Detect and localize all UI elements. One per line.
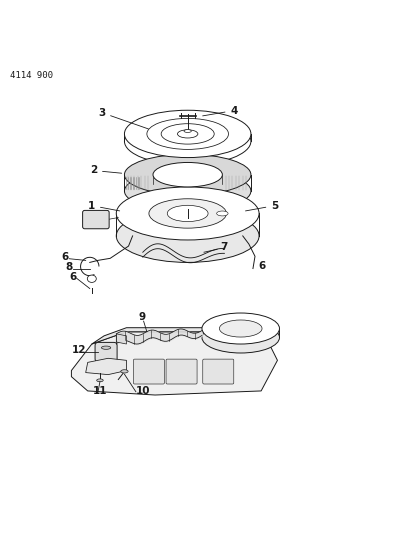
Text: 6: 6 xyxy=(69,272,77,282)
FancyBboxPatch shape xyxy=(166,359,197,384)
Text: 5: 5 xyxy=(246,200,279,211)
Text: 9: 9 xyxy=(139,312,146,322)
Text: 4114 900: 4114 900 xyxy=(10,71,53,80)
Text: 6: 6 xyxy=(258,261,266,271)
Ellipse shape xyxy=(116,187,259,240)
Ellipse shape xyxy=(202,313,279,344)
Ellipse shape xyxy=(121,370,128,373)
Polygon shape xyxy=(86,358,126,375)
Polygon shape xyxy=(71,332,277,395)
FancyBboxPatch shape xyxy=(82,211,109,229)
Ellipse shape xyxy=(217,211,228,216)
Text: 4: 4 xyxy=(203,106,238,116)
Text: 7: 7 xyxy=(220,242,228,252)
Ellipse shape xyxy=(97,379,103,382)
Ellipse shape xyxy=(153,163,222,187)
Ellipse shape xyxy=(124,154,251,195)
Text: 1: 1 xyxy=(88,200,120,211)
Text: 10: 10 xyxy=(136,386,151,396)
Ellipse shape xyxy=(102,346,111,349)
Text: 12: 12 xyxy=(71,345,86,355)
Ellipse shape xyxy=(124,110,251,158)
Polygon shape xyxy=(116,334,126,344)
FancyBboxPatch shape xyxy=(203,359,234,384)
Text: 11: 11 xyxy=(93,386,108,396)
Ellipse shape xyxy=(167,205,208,222)
Ellipse shape xyxy=(202,322,279,353)
Ellipse shape xyxy=(184,130,191,133)
Ellipse shape xyxy=(149,199,226,228)
Ellipse shape xyxy=(124,171,251,212)
Text: 3: 3 xyxy=(98,108,149,129)
Ellipse shape xyxy=(124,118,251,165)
Text: 2: 2 xyxy=(90,165,122,175)
Text: 8: 8 xyxy=(65,262,73,272)
Ellipse shape xyxy=(116,209,259,262)
Text: 6: 6 xyxy=(61,253,69,262)
FancyBboxPatch shape xyxy=(133,359,164,384)
Ellipse shape xyxy=(87,275,96,282)
Polygon shape xyxy=(92,328,269,344)
FancyBboxPatch shape xyxy=(95,342,117,362)
Ellipse shape xyxy=(220,320,262,337)
